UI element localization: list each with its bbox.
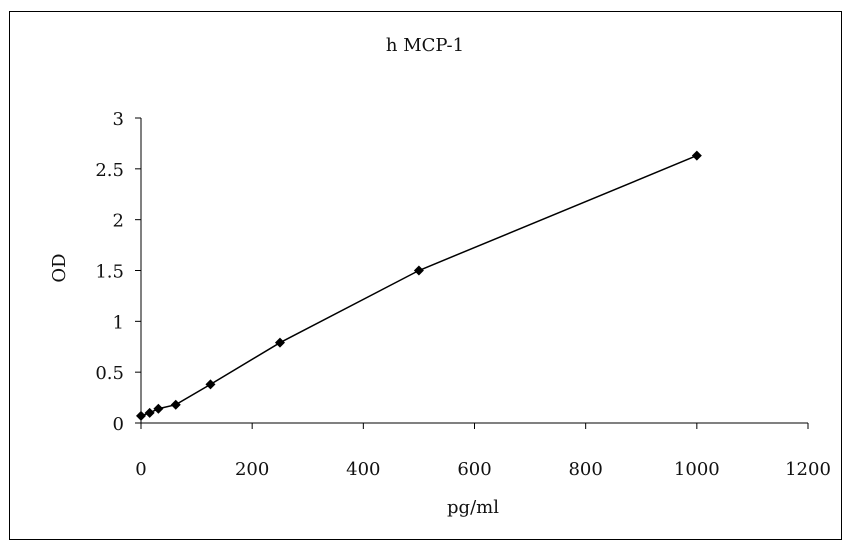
data-point-marker (205, 379, 216, 390)
x-tick-label: 400 (346, 459, 380, 480)
y-tick-label: 0 (113, 414, 124, 435)
data-point-marker (153, 403, 164, 414)
series-line (140, 154, 698, 417)
y-tick-label: 2 (113, 211, 124, 232)
x-tick-label: 200 (235, 459, 269, 480)
chart-frame (9, 11, 842, 540)
x-tick-label: 600 (457, 459, 491, 480)
y-tick-label: 1 (113, 312, 124, 333)
y-tick-label: 1.5 (95, 262, 124, 283)
data-point-marker (144, 407, 155, 418)
y-tick-label: 3 (113, 109, 124, 130)
y-axis-title: OD (49, 253, 70, 282)
data-point-marker (413, 265, 424, 276)
x-tick-label: 0 (135, 459, 146, 480)
y-tick-label: 0.5 (95, 363, 124, 384)
x-tick-label: 800 (568, 459, 602, 480)
chart-title: h MCP-1 (386, 35, 464, 56)
y-tick-label: 2.5 (95, 160, 124, 181)
markers (136, 150, 702, 421)
x-tick-label: 1000 (674, 459, 720, 480)
data-point-marker (274, 337, 285, 348)
x-axis-title: pg/ml (447, 497, 499, 518)
data-point-marker (136, 410, 146, 421)
data-point-marker (170, 399, 181, 410)
ticks: 0 200 400 600 800 1000 1200 0 0.5 1 1.5 2 2.5 3 (95, 109, 831, 480)
x-tick-label: 1200 (785, 459, 831, 480)
data-point-marker (691, 150, 702, 161)
